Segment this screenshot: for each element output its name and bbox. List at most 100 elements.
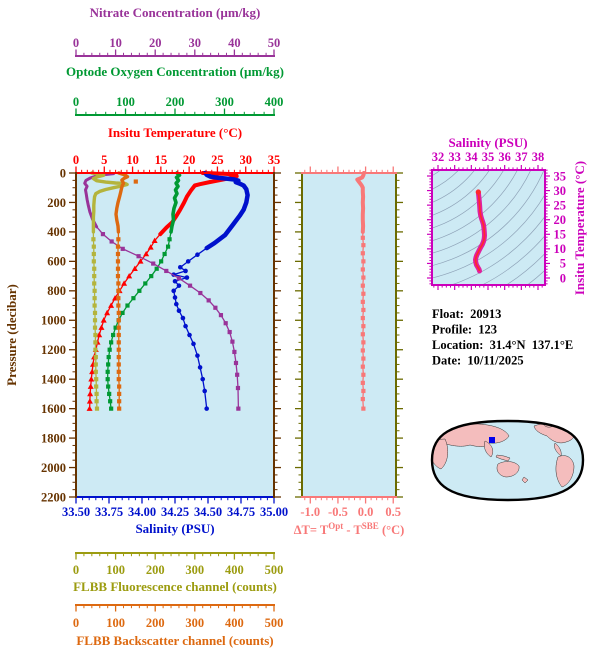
tick-label: 20 xyxy=(149,36,162,50)
chart-shape xyxy=(117,399,122,404)
chart-shape xyxy=(137,258,144,264)
tick-label: 5 xyxy=(560,257,566,271)
chart-shape: (°C) xyxy=(379,523,404,537)
chart-shape xyxy=(361,372,366,377)
delta-t-plot xyxy=(302,173,396,497)
delta-t-axis-label: ΔT= TOpt - TSBE (°C) xyxy=(294,521,405,537)
chart-shape xyxy=(94,399,99,404)
fluorescence-axis-label: FLBB Fluorescence channel (counts) xyxy=(73,579,277,594)
pressure-axis-label: Pressure (decibar) xyxy=(4,284,19,386)
land-india-seasia xyxy=(484,440,493,458)
tick-label: 32 xyxy=(432,150,445,164)
profile-series xyxy=(83,170,250,411)
chart-shape: SBE xyxy=(362,521,379,531)
chart-shape xyxy=(233,360,239,366)
chart-shape xyxy=(136,254,141,259)
tick-label: 400 xyxy=(225,616,244,630)
tick-label: 100 xyxy=(106,563,125,577)
chart-shape xyxy=(195,252,200,258)
tick-label: 0 xyxy=(73,616,79,630)
date-line: Date: 10/11/2025 xyxy=(432,354,524,368)
tick-label: 2200 xyxy=(41,490,66,504)
chart-shape xyxy=(93,340,98,345)
tick-label: 0 xyxy=(73,563,79,577)
chart-shape xyxy=(116,369,121,374)
chart-shape xyxy=(116,340,121,345)
chart-shape xyxy=(92,266,97,271)
chart-shape xyxy=(235,372,240,377)
ts-plot xyxy=(432,170,545,285)
chart-shape xyxy=(98,324,105,330)
tick-label: 34.50 xyxy=(194,505,222,519)
chart-shape xyxy=(116,310,121,316)
chart-shape xyxy=(91,244,96,249)
chart-shape xyxy=(117,406,122,411)
tick-label: 38 xyxy=(532,150,545,164)
tick-label: 0 xyxy=(560,271,566,285)
tick-label: 0 xyxy=(73,36,79,50)
chart-shape xyxy=(121,280,128,286)
tick-label: 33.75 xyxy=(95,505,123,519)
chart-shape xyxy=(116,325,121,330)
chart-shape xyxy=(203,170,250,251)
chart-shape xyxy=(184,275,190,280)
chart-shape xyxy=(92,303,97,308)
tick-label: 100 xyxy=(116,95,135,109)
chart-shape xyxy=(116,318,121,323)
chart-shape xyxy=(172,278,178,284)
tick-label: 30 xyxy=(239,153,252,167)
chart-shape xyxy=(108,399,113,404)
land-south-america xyxy=(555,455,575,488)
tick-label: 30 xyxy=(189,36,202,50)
location-line: Location: 31.4°N 137.1°E xyxy=(432,338,573,352)
chart-shape xyxy=(116,332,121,338)
tick-label: 25 xyxy=(554,198,567,212)
chart-shape xyxy=(187,332,192,338)
chart-shape xyxy=(107,391,112,397)
tick-label: 10 xyxy=(126,153,139,167)
chart-shape xyxy=(198,290,203,296)
chart-shape xyxy=(143,250,150,257)
chart-shape xyxy=(360,396,365,402)
tick-label: 500 xyxy=(265,616,284,630)
float-metadata: Float: 20913 Profile: 123 Location: 31.4… xyxy=(432,307,573,368)
chart-shape xyxy=(197,365,203,370)
float-id-line: Float: 20913 xyxy=(432,307,501,321)
chart-shape xyxy=(114,171,130,234)
tick-label: 400 xyxy=(225,563,244,577)
tick-label: 2000 xyxy=(41,461,66,475)
chart-shape xyxy=(176,283,182,288)
chart-shape xyxy=(236,406,241,411)
chart-shape xyxy=(360,315,365,321)
chart-shape xyxy=(94,384,99,389)
chart-shape xyxy=(105,377,110,382)
tick-label: 15 xyxy=(554,228,567,242)
chart-shape xyxy=(149,273,154,279)
chart-shape xyxy=(360,283,365,288)
chart-shape xyxy=(116,377,121,382)
tick-label: 33 xyxy=(448,150,461,164)
chart-shape xyxy=(227,329,232,335)
chart-shape xyxy=(151,237,158,244)
chart-shape xyxy=(143,281,148,286)
chart-shape xyxy=(361,291,366,296)
chart-shape xyxy=(108,302,115,308)
chart-shape xyxy=(204,406,209,411)
chart-shape xyxy=(167,237,172,242)
chart-shape xyxy=(90,171,129,234)
delta-t-series xyxy=(355,171,366,411)
chart-shape xyxy=(106,354,111,360)
tick-label: 200 xyxy=(146,563,165,577)
backscatter-axis-label: FLBB Backscatter channel (counts) xyxy=(76,633,273,648)
chart-shape xyxy=(93,354,98,360)
chart-shape xyxy=(361,307,366,313)
chart-shape xyxy=(176,276,182,281)
tick-label: 35 xyxy=(482,150,495,164)
tick-label: 600 xyxy=(47,255,66,269)
oxygen-axis-label: Optode Oxygen Concentration (µm/kg) xyxy=(66,64,284,79)
chart-shape xyxy=(361,356,366,361)
chart-shape xyxy=(105,369,110,374)
chart-shape: ΔT= T xyxy=(294,523,329,537)
chart-shape xyxy=(109,239,114,244)
